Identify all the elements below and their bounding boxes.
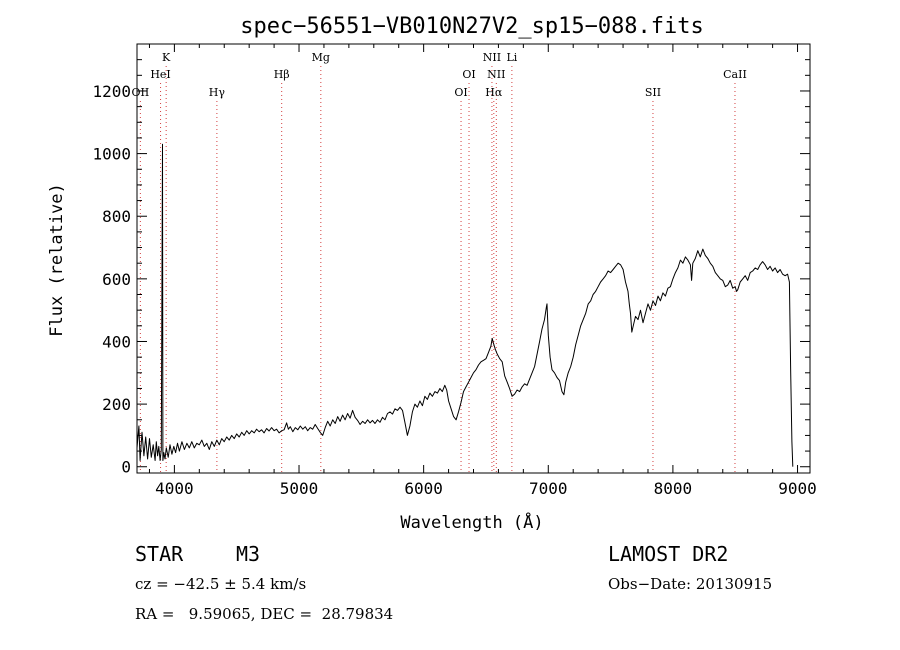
x-tick-label: 4000: [155, 479, 194, 498]
spectral-line-label: K: [162, 51, 171, 64]
x-tick-label: 8000: [654, 479, 693, 498]
x-axis-label: Wavelength (Å): [400, 511, 543, 533]
x-tick-label: 9000: [778, 479, 817, 498]
observation-date: Obs−Date: 20130915: [608, 575, 772, 593]
spectral-line-label: SII: [645, 86, 661, 99]
y-axis-label-group: Flux (relative): [47, 183, 67, 337]
object-subclass: M3: [236, 542, 260, 566]
y-tick-label: 200: [102, 395, 131, 414]
spectral-line-markers: OII K HeI Hγ Hβ Mg OI OI NII NII Hα Li SII CaII: [132, 51, 747, 473]
y-tick-label: 1200: [92, 82, 131, 101]
x-tick-label: 6000: [404, 479, 443, 498]
spectral-line-label: Hβ: [274, 68, 290, 81]
spectral-line-label: NII: [487, 68, 505, 81]
y-axis-label: Flux (relative): [47, 183, 67, 337]
spectral-line-label: Mg: [312, 51, 330, 64]
spectral-line-label: CaII: [723, 68, 747, 81]
y-tick-label: 800: [102, 207, 131, 226]
spectral-line-label: OI: [454, 86, 467, 99]
spectral-line-label: Li: [506, 51, 517, 64]
y-tick-label: 400: [102, 332, 131, 351]
spectral-line-label: Hα: [485, 86, 503, 99]
spectral-line-label: Hγ: [209, 86, 226, 99]
survey-name: LAMOST DR2: [608, 542, 728, 566]
sky-coordinates: RA = 9.59065, DEC = 28.79834: [135, 605, 393, 623]
spectrum-line: [136, 143, 794, 467]
spectral-line-label: OII: [132, 86, 150, 99]
spectral-line-label: OI: [462, 68, 475, 81]
redshift-cz: cz = −42.5 ± 5.4 km/s: [135, 575, 306, 593]
x-tick-label: 7000: [529, 479, 568, 498]
y-tick-label: 0: [121, 458, 131, 477]
chart-title: spec−56551−VB010N27V2_sp15−088.fits: [240, 14, 704, 39]
y-tick-label: 600: [102, 270, 131, 289]
spectral-line-label: HeI: [150, 68, 170, 81]
x-tick-label: 5000: [280, 479, 319, 498]
axis-ticks: 4000 5000 6000 7000 8000 9000 0 200 400 600 800 100…: [92, 44, 817, 498]
plot-frame: [136, 43, 811, 474]
plot-area: [136, 143, 794, 467]
y-tick-label: 1000: [92, 145, 131, 164]
spectral-line-label: NII: [483, 51, 501, 64]
object-class: STAR: [135, 542, 184, 566]
